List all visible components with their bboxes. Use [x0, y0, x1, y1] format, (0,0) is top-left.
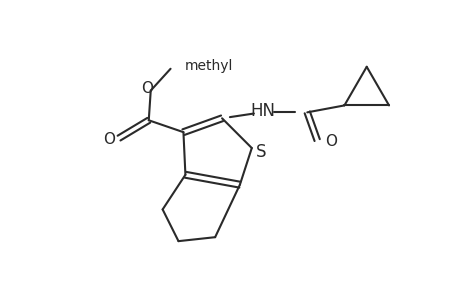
Text: O: O — [140, 81, 152, 96]
Text: HN: HN — [250, 102, 274, 120]
Text: O: O — [325, 134, 336, 148]
Text: methyl: methyl — [184, 59, 232, 73]
Text: O: O — [103, 132, 115, 147]
Text: S: S — [255, 143, 265, 161]
